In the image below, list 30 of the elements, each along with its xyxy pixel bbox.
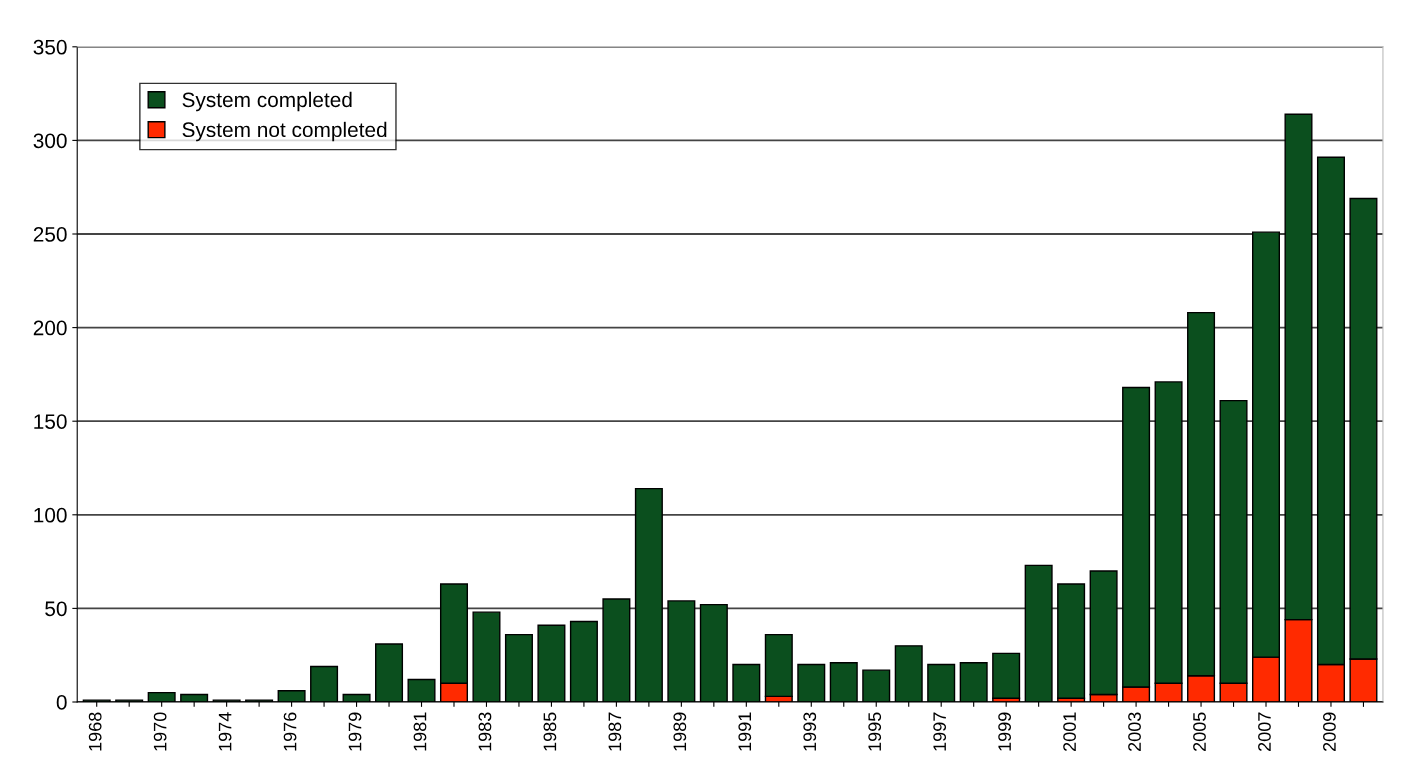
y-tick-label: 150 (34, 414, 67, 429)
x-tick-label: 2009 (1323, 712, 1336, 751)
x-tick-label: 1983 (478, 712, 492, 751)
x-tick-label: 1979 (348, 712, 362, 751)
x-tick-label: 1995 (868, 712, 882, 751)
legend-label: System not completed (182, 121, 387, 142)
x-tick-label: 1991 (738, 712, 752, 751)
legend-label: System completed (182, 91, 352, 112)
x-tick-label: 1981 (413, 712, 427, 751)
y-tick-label: 350 (33, 39, 67, 55)
x-tick-label: 1970 (153, 712, 167, 751)
x-tick-label: 2001 (1063, 712, 1076, 751)
x-tick-label: 1989 (673, 712, 687, 751)
x-tick-label: 1968 (88, 712, 102, 751)
x-tick-label: 1974 (218, 712, 232, 751)
y-tick-label: 200 (33, 320, 67, 336)
y-tick-label: 50 (45, 601, 67, 617)
y-tick-label: 0 (56, 695, 67, 710)
x-tick-label: 1987 (608, 712, 622, 751)
x-tick-label: 1985 (543, 712, 557, 751)
x-tick-label: 2003 (1128, 712, 1141, 751)
y-tick-label: 250 (33, 227, 67, 242)
x-tick-label: 1976 (283, 712, 297, 751)
x-tick-label: 1997 (933, 712, 947, 751)
x-tick-label: 1993 (803, 712, 817, 751)
y-tick-label: 100 (34, 507, 67, 523)
x-tick-label: 1999 (998, 712, 1012, 751)
y-tick-label: 300 (33, 133, 67, 149)
x-tick-label: 2005 (1193, 712, 1206, 751)
x-tick-label: 2007 (1258, 712, 1271, 751)
